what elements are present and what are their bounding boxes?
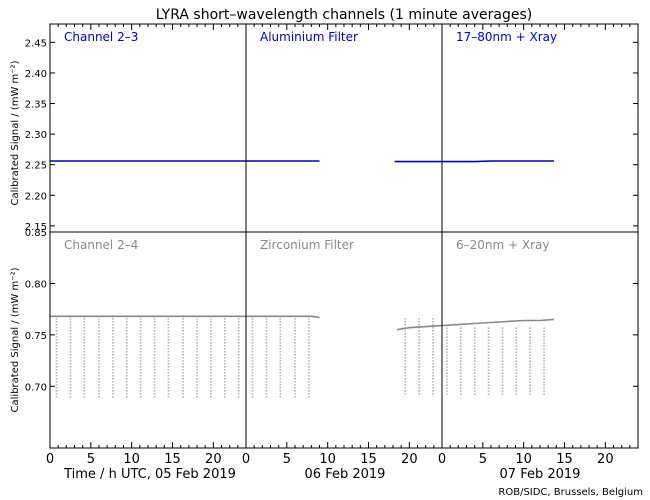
panel-frame-top	[245, 23, 443, 233]
series-label: Aluminium Filter	[260, 30, 358, 44]
x-tick-label: 0	[242, 452, 250, 467]
x-tick-label: 10	[515, 452, 532, 467]
y-tick-label-top: 2.25	[25, 161, 47, 172]
series-line-bottom	[396, 324, 443, 331]
x-tick-label: 15	[164, 452, 181, 467]
panel-frame-top	[441, 23, 639, 233]
series-line-top	[442, 160, 554, 163]
x-tick-label: 5	[87, 452, 95, 467]
x-tick-label: 5	[283, 452, 291, 467]
x-tick-label: 10	[319, 452, 336, 467]
y-tick-label-top: 2.20	[25, 191, 47, 202]
series-label: Channel 2–3	[64, 30, 138, 44]
x-axis-label-day3: 07 Feb 2019	[500, 467, 581, 482]
x-tick-label: 20	[401, 452, 418, 467]
y-axis-label-bottom: Calibrated Signal / (mW m⁻²)	[10, 267, 21, 412]
x-tick-label: 10	[123, 452, 140, 467]
x-tick-label: 20	[205, 452, 222, 467]
x-tick-label: 15	[556, 452, 573, 467]
series-line-bottom	[246, 315, 320, 319]
credit-text: ROB/SIDC, Brussels, Belgium	[498, 487, 643, 498]
y-tick-label-bottom: 0.80	[25, 279, 47, 290]
panel-frame-bottom	[49, 231, 247, 449]
x-tick-label: 5	[479, 452, 487, 467]
y-axis-label-top: Calibrated Signal / (mW m⁻²)	[10, 60, 21, 205]
series-label: Zirconium Filter	[260, 238, 354, 252]
y-tick-label-bottom: 0.70	[25, 382, 47, 393]
y-tick-label-top: 2.35	[25, 100, 47, 111]
chart-title: LYRA short–wavelength channels (1 minute…	[156, 7, 533, 23]
x-axis-label-day1: Time / h UTC, 05 Feb 2019	[63, 467, 236, 482]
y-tick-label-top: 2.30	[25, 130, 47, 141]
panel-frame-bottom	[245, 231, 443, 449]
plot-area: Channel 2–3 Aluminium Filter 17–80nm + Xra…	[50, 30, 557, 399]
panel-frame-bottom	[441, 231, 639, 449]
x-tick-label: 0	[438, 452, 446, 467]
series-label: 6–20nm + Xray	[456, 238, 550, 252]
y-tick-label-top: 2.15	[25, 222, 47, 233]
x-axis-label-day2: 06 Feb 2019	[305, 467, 386, 482]
y-tick-label-bottom: 0.85	[25, 228, 47, 239]
x-tick-label: 0	[46, 452, 54, 467]
axes: 2.15 2.20 2.25 2.30 2.35 2.40 2.45 0.70 0.75 0.80…	[25, 24, 639, 467]
y-tick-label-top: 2.45	[25, 38, 47, 49]
y-tick-label-top: 2.40	[25, 69, 47, 80]
series-label: Channel 2–4	[64, 238, 138, 252]
x-tick-label: 20	[597, 452, 614, 467]
plot-frame	[49, 23, 639, 449]
panel-frame-top	[49, 23, 247, 233]
series-line-bottom	[441, 318, 554, 327]
series-label: 17–80nm + Xray	[456, 30, 557, 44]
y-tick-label-bottom: 0.75	[25, 331, 47, 342]
x-tick-label: 15	[360, 452, 377, 467]
